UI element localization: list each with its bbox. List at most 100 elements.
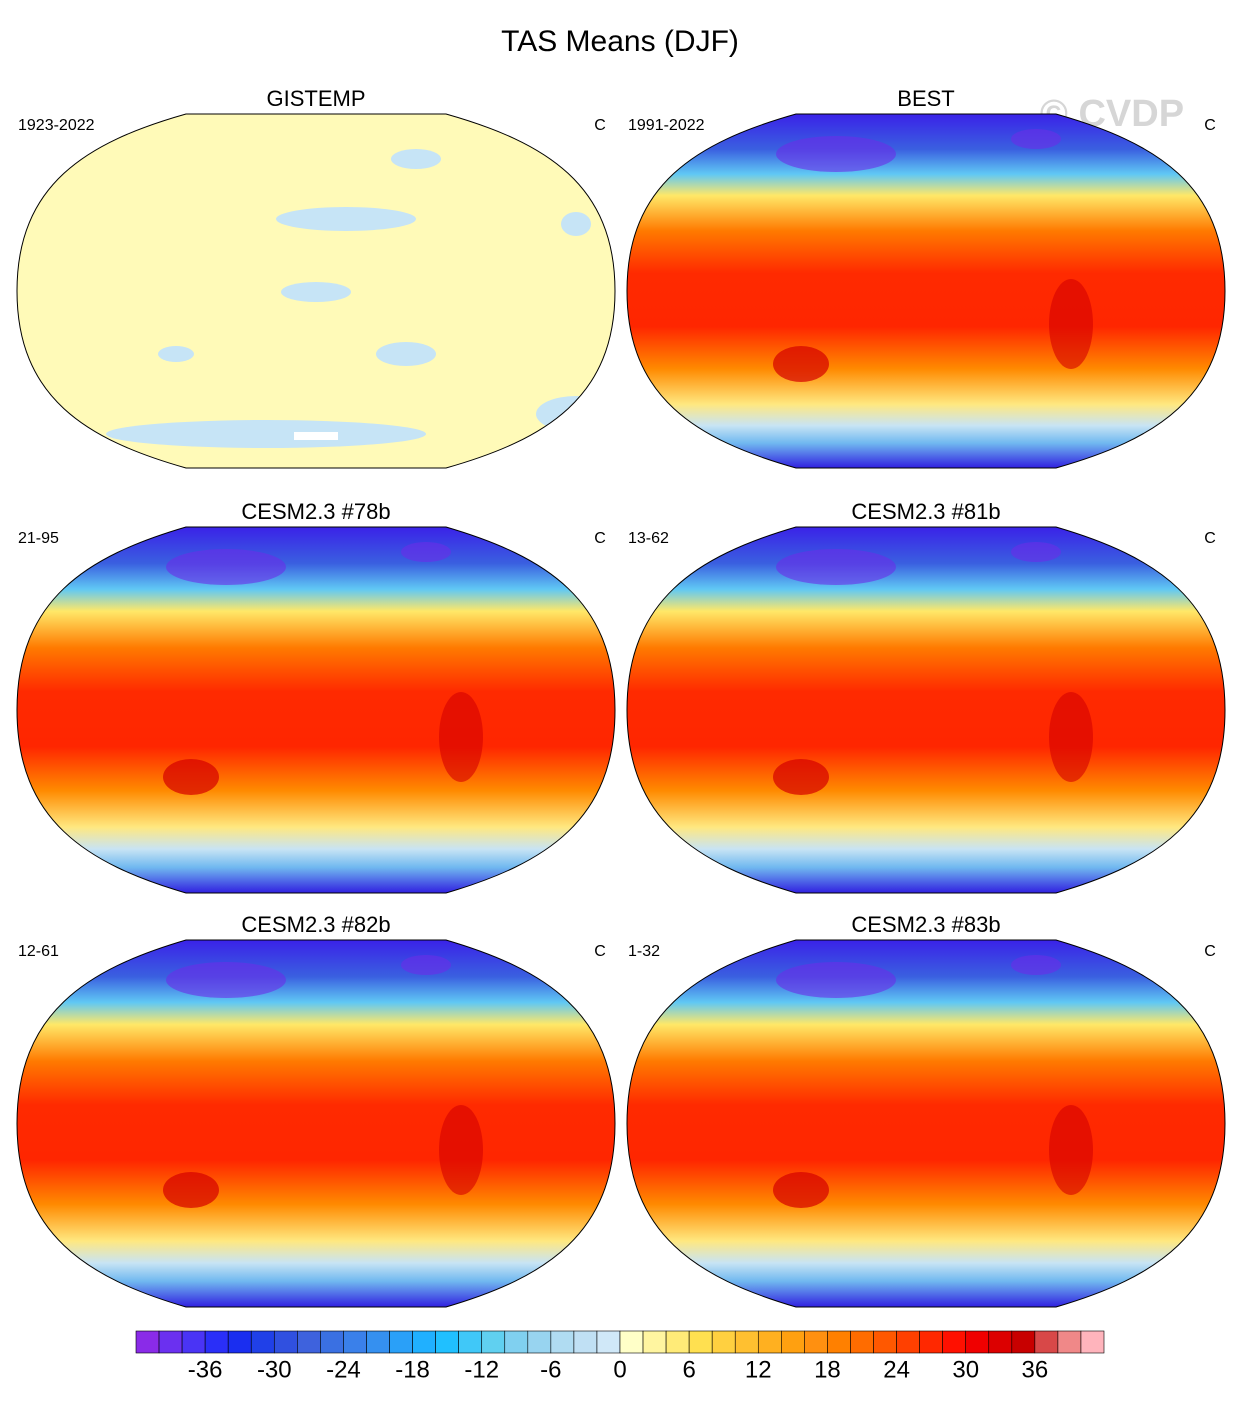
colorbar-box [896, 1330, 920, 1354]
colorbar-box [1011, 1330, 1036, 1354]
cold-core [166, 549, 286, 585]
field [627, 940, 1225, 1307]
cold-core [776, 549, 896, 585]
panel-units: C [1204, 943, 1216, 960]
colorbar-label: -36 [188, 1356, 223, 1383]
figure-title: TAS Means (DJF) [501, 25, 739, 58]
colorbar-box [435, 1330, 459, 1354]
cold-core [166, 962, 286, 998]
cold-core [776, 962, 896, 998]
colorbar-box [204, 1330, 229, 1354]
hot-core [163, 759, 219, 795]
colorbar-label: 36 [1022, 1356, 1049, 1383]
colorbar-box [227, 1330, 252, 1354]
hot-core [1049, 692, 1093, 782]
panel-units: C [1204, 117, 1216, 134]
hot-core [773, 1172, 829, 1208]
colorbar-box [965, 1330, 990, 1354]
colorbar-box [250, 1330, 275, 1354]
map-border [626, 526, 1226, 894]
cold-core [401, 542, 451, 562]
panel-units: C [594, 117, 606, 134]
panel-units: C [594, 530, 606, 547]
cold-core [1011, 955, 1061, 975]
colorbar-label: -24 [326, 1356, 361, 1383]
colorbar-box [734, 1330, 759, 1354]
colorbar-label: 24 [883, 1356, 910, 1383]
colorbar-box [481, 1330, 506, 1354]
colorbar-label: 18 [814, 1356, 841, 1383]
field [627, 527, 1225, 893]
colorbar-box [412, 1330, 436, 1354]
panel-period: 21-95 [18, 530, 59, 547]
colorbar-box [458, 1330, 483, 1354]
cold-core [776, 136, 896, 172]
colorbar-box [711, 1330, 736, 1354]
colorbar-box [642, 1330, 667, 1354]
colorbar-label: -30 [257, 1356, 292, 1383]
colorbar-label: -18 [395, 1356, 430, 1383]
hot-core [1049, 1105, 1093, 1195]
colorbar-box [781, 1330, 805, 1354]
map-panel [17, 940, 615, 1307]
hot-core [439, 692, 483, 782]
anomaly-patch [561, 212, 591, 236]
panel-period: 1923-2022 [18, 117, 95, 134]
cold-core [1011, 542, 1061, 562]
panel-period: 12-61 [18, 943, 59, 960]
panel-title: CESM2.3 #81b [851, 499, 1000, 524]
map-border [16, 113, 616, 469]
panel-title: BEST [897, 86, 954, 111]
panel-title: GISTEMP [266, 86, 365, 111]
anomaly-patch [376, 342, 436, 366]
colorbar-box [320, 1330, 344, 1354]
field [17, 940, 615, 1307]
cold-core [1011, 129, 1061, 149]
colorbar-label: 12 [745, 1356, 772, 1383]
colorbar-box [688, 1330, 713, 1354]
hot-core [439, 1105, 483, 1195]
colorbar-box [343, 1330, 367, 1354]
colorbar-box [988, 1330, 1013, 1354]
colorbar-box [273, 1330, 298, 1354]
colorbar-box [1080, 1330, 1105, 1354]
colorbar-box [527, 1330, 552, 1354]
colorbar-box [942, 1330, 967, 1354]
colorbar-label: -12 [464, 1356, 499, 1383]
panel-title: CESM2.3 #82b [241, 912, 390, 937]
colorbar-box [573, 1330, 598, 1354]
panel-period: 1991-2022 [628, 117, 705, 134]
colorbar-box [504, 1330, 529, 1354]
anomaly-patch [281, 282, 351, 302]
map-border [626, 113, 1226, 469]
cold-core [401, 955, 451, 975]
colorbar-label: 30 [952, 1356, 979, 1383]
colorbar-box [665, 1330, 690, 1354]
field [17, 527, 615, 893]
colorbar-box [135, 1330, 160, 1354]
colorbar-box [1034, 1330, 1059, 1354]
panel-period: 1-32 [628, 943, 660, 960]
colorbar-box [366, 1330, 390, 1354]
map-border [16, 939, 616, 1308]
colorbar-label: 0 [613, 1356, 626, 1383]
field [627, 114, 1225, 468]
anomaly-patch [158, 346, 194, 362]
map-panel [17, 527, 615, 893]
map-border [626, 939, 1226, 1308]
missing-data [294, 432, 338, 440]
colorbar-label: -6 [540, 1356, 561, 1383]
map-panel [17, 114, 615, 468]
colorbar-box [297, 1330, 321, 1354]
colorbar-box [757, 1330, 782, 1354]
anomaly-patch [391, 149, 441, 169]
colorbar-box [389, 1330, 413, 1354]
panel-period: 13-62 [628, 530, 669, 547]
colorbar-box [850, 1330, 874, 1354]
colorbar-box [1057, 1330, 1082, 1354]
hot-core [1049, 279, 1093, 369]
map-panel [627, 527, 1225, 893]
panel-title: CESM2.3 #78b [241, 499, 390, 524]
colorbar-box [619, 1330, 644, 1354]
